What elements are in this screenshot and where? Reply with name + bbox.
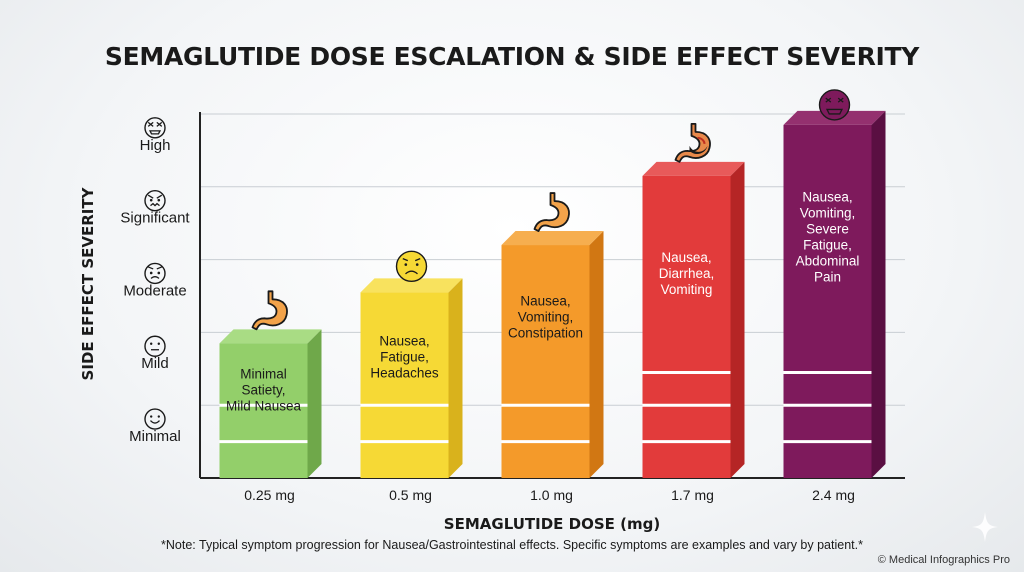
bar-4 [642,161,745,478]
bar-top [642,161,745,176]
worried-face-icon [144,262,166,285]
inflamed-stomach-icon [674,122,711,163]
distressed-face-icon [144,189,166,212]
bar-front [501,245,590,478]
y-tick-label: Significant [120,210,190,227]
labels: SIDE EFFECT SEVERITY SEMAGLUTIDE DOSE (mg… [79,89,860,533]
nauseated-face-icon [818,89,851,121]
x-tick-label: 0.5 mg [389,487,432,503]
x-tick-label: 1.0 mg [530,487,573,503]
sick-face-icon [144,117,166,139]
bar-side [307,329,322,478]
bar-side [871,110,886,479]
bar-side [730,161,745,478]
bar-front [642,175,731,478]
bar-top [360,278,463,293]
neutral-face-icon [144,335,166,357]
bar-label-3: Nausea, Vomiting, Constipation [508,293,583,340]
stomach-icon [533,192,570,232]
bar-label-2: Nausea, Fatigue, Headaches [370,334,439,381]
y-tick-label: Mild [141,355,169,372]
smile-face-icon [144,408,166,430]
y-tick-label: Minimal [129,428,181,445]
x-tick-label: 1.7 mg [671,487,714,503]
footnote: *Note: Typical symptom progression for N… [161,538,863,552]
bar-top [219,329,322,344]
bars [219,110,886,479]
bar-front [783,124,872,479]
y-tick-label: High [140,137,171,154]
bar-top [501,231,604,246]
y-tick-label: Moderate [123,282,186,299]
bar-3 [501,231,604,478]
stomach-icon [251,290,288,331]
bar-front [360,292,449,478]
bar-side [589,231,604,478]
y-axis-title: SIDE EFFECT SEVERITY [79,186,97,380]
bar-side [448,278,463,478]
bar-1 [219,329,322,478]
bar-5 [783,110,886,479]
chart-title: SEMAGLUTIDE DOSE ESCALATION & SIDE EFFEC… [104,42,920,71]
bar-label-4: Nausea, Diarrhea, Vomiting [659,250,715,297]
x-axis-title: SEMAGLUTIDE DOSE (mg) [444,515,660,533]
bar-label-1: Minimal Satiety, Mild Nausea [226,366,302,413]
bar-label-5: Nausea, Vomiting, Severe Fatigue, Abdominal P… [796,189,860,284]
bar-front [219,343,308,478]
bar-2 [360,278,463,478]
x-tick-label: 0.25 mg [244,487,295,503]
copyright-text: © Medical Infographics Pro [877,554,1010,566]
sad-face-icon [395,250,428,283]
x-tick-label: 2.4 mg [812,487,855,503]
sparkle-icon [972,512,998,542]
